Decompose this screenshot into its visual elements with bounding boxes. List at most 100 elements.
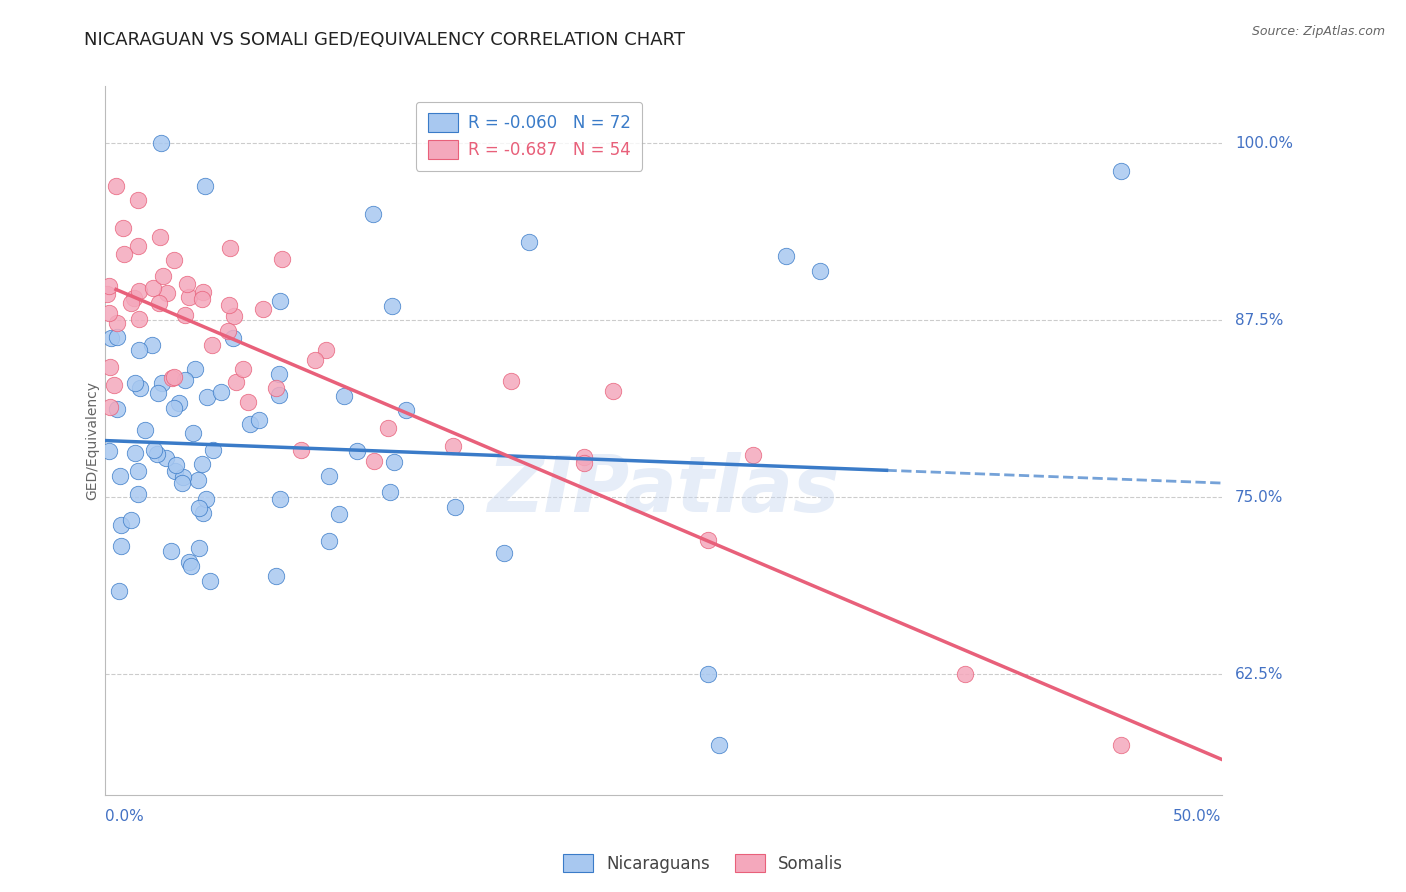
Point — [333, 389, 356, 403]
Y-axis label: GED/Equivalency: GED/Equivalency — [86, 381, 100, 500]
Point — [239, 417, 262, 432]
Point — [187, 473, 209, 487]
Point — [127, 239, 149, 253]
Point — [146, 447, 169, 461]
Point — [179, 555, 201, 569]
Point — [120, 296, 142, 310]
Point — [128, 312, 150, 326]
Point — [1109, 738, 1132, 752]
Legend: R = -0.060   N = 72, R = -0.687   N = 54: R = -0.060 N = 72, R = -0.687 N = 54 — [416, 102, 643, 170]
Point — [172, 469, 194, 483]
Point — [190, 293, 212, 307]
Point — [384, 455, 406, 469]
Point — [222, 309, 245, 323]
Point — [363, 454, 385, 468]
Point — [149, 136, 172, 150]
Point — [195, 390, 218, 404]
Point — [179, 290, 201, 304]
Text: ZIPatlas: ZIPatlas — [486, 452, 839, 528]
Point — [264, 569, 287, 583]
Point — [97, 443, 120, 458]
Legend: Nicaraguans, Somalis: Nicaraguans, Somalis — [557, 847, 849, 880]
Point — [141, 337, 163, 351]
Point — [377, 421, 399, 435]
Point — [184, 362, 207, 376]
Point — [107, 584, 129, 599]
Point — [269, 491, 291, 506]
Point — [267, 367, 290, 381]
Point — [304, 353, 326, 368]
Point — [120, 513, 142, 527]
Point — [572, 456, 595, 470]
Point — [741, 448, 763, 462]
Point — [174, 373, 197, 387]
Point — [252, 302, 274, 317]
Point — [194, 178, 217, 193]
Point — [361, 207, 384, 221]
Point — [290, 443, 312, 458]
Point — [808, 263, 831, 277]
Point — [188, 541, 211, 555]
Point — [443, 500, 465, 514]
Point — [775, 249, 797, 263]
Point — [111, 221, 134, 235]
Text: Source: ZipAtlas.com: Source: ZipAtlas.com — [1251, 25, 1385, 38]
Point — [318, 469, 340, 483]
Point — [96, 286, 118, 301]
Point — [180, 559, 202, 574]
Point — [163, 464, 186, 478]
Point — [696, 533, 718, 547]
Point — [105, 178, 128, 193]
Point — [395, 402, 418, 417]
Point — [127, 193, 149, 207]
Point — [236, 394, 259, 409]
Point — [198, 574, 221, 589]
Point — [201, 338, 224, 352]
Point — [98, 306, 121, 320]
Point — [167, 395, 190, 409]
Text: NICARAGUAN VS SOMALI GED/EQUIVALENCY CORRELATION CHART: NICARAGUAN VS SOMALI GED/EQUIVALENCY COR… — [84, 31, 685, 49]
Point — [201, 442, 224, 457]
Point — [127, 464, 149, 478]
Point — [105, 316, 128, 330]
Point — [247, 413, 270, 427]
Point — [174, 308, 197, 322]
Point — [156, 286, 179, 301]
Point — [191, 506, 214, 520]
Text: 62.5%: 62.5% — [1234, 667, 1284, 681]
Point — [190, 457, 212, 471]
Point — [1109, 164, 1132, 178]
Point — [163, 252, 186, 267]
Point — [172, 476, 194, 491]
Point — [181, 425, 204, 440]
Point — [218, 298, 240, 312]
Point — [195, 492, 218, 507]
Point — [127, 487, 149, 501]
Point — [225, 375, 247, 389]
Point — [165, 458, 187, 473]
Point — [142, 281, 165, 295]
Point — [108, 469, 131, 483]
Point — [155, 450, 177, 465]
Point — [381, 299, 404, 313]
Point — [124, 446, 146, 460]
Point — [160, 543, 183, 558]
Text: 0.0%: 0.0% — [105, 809, 143, 824]
Point — [232, 361, 254, 376]
Point — [696, 667, 718, 681]
Point — [218, 241, 240, 255]
Point — [100, 331, 122, 345]
Point — [209, 384, 232, 399]
Point — [98, 400, 121, 414]
Point — [163, 401, 186, 416]
Point — [105, 329, 128, 343]
Point — [441, 439, 464, 453]
Point — [269, 388, 291, 402]
Point — [162, 370, 184, 384]
Point — [129, 381, 152, 395]
Point — [494, 546, 516, 560]
Point — [128, 284, 150, 298]
Point — [222, 331, 245, 345]
Point — [110, 517, 132, 532]
Point — [346, 444, 368, 458]
